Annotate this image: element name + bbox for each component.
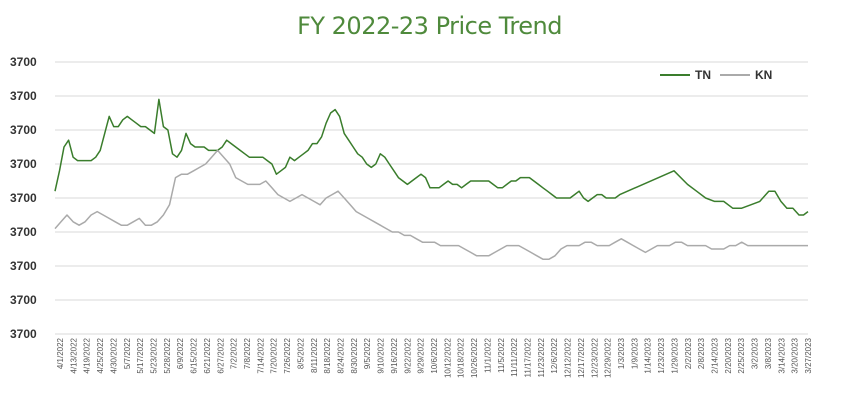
x-tick-label: 5/7/2022 bbox=[123, 337, 132, 369]
x-tick-label: 1/23/2023 bbox=[657, 337, 666, 373]
x-tick-label: 9/5/2022 bbox=[363, 337, 372, 369]
x-tick-label: 8/18/2022 bbox=[323, 337, 332, 373]
y-tick-label: 3700 bbox=[10, 89, 37, 103]
y-tick-label: 3700 bbox=[10, 293, 37, 307]
x-tick-label: 12/17/2022 bbox=[577, 337, 586, 378]
x-tick-label: 10/26/2022 bbox=[470, 337, 479, 378]
x-tick-label: 11/5/2022 bbox=[497, 337, 506, 373]
x-tick-label: 7/2/2022 bbox=[230, 337, 239, 369]
x-tick-label: 7/14/2022 bbox=[256, 337, 265, 373]
x-tick-label: 5/17/2022 bbox=[136, 337, 145, 373]
y-axis-ticks: 3700 3700 3700 3700 3700 3700 3700 3700 3700 bbox=[10, 55, 37, 341]
x-tick-label: 8/30/2022 bbox=[350, 337, 359, 373]
x-tick-label: 3/8/2023 bbox=[764, 337, 773, 369]
y-tick-label: 3700 bbox=[10, 225, 37, 239]
x-tick-label: 8/11/2022 bbox=[310, 337, 319, 373]
x-tick-label: 11/17/2022 bbox=[524, 337, 533, 377]
x-tick-label: 11/11/2022 bbox=[510, 337, 519, 376]
x-tick-label: 4/25/2022 bbox=[96, 337, 105, 373]
x-tick-label: 4/30/2022 bbox=[109, 337, 118, 373]
x-tick-label: 6/21/2022 bbox=[203, 337, 212, 373]
x-tick-label: 2/25/2023 bbox=[737, 337, 746, 373]
x-axis-ticks: 4/1/2022 4/13/2022 4/19/2022 4/25/2022 4/30/… bbox=[56, 337, 813, 378]
x-tick-label: 7/8/2022 bbox=[243, 337, 252, 369]
legend: TN KN bbox=[660, 68, 772, 82]
x-tick-label: 10/12/2022 bbox=[443, 337, 452, 378]
x-tick-label: 11/23/2022 bbox=[537, 337, 546, 377]
x-tick-label: 4/13/2022 bbox=[69, 337, 78, 373]
x-tick-label: 10/6/2022 bbox=[430, 337, 439, 373]
x-tick-label: 12/23/2022 bbox=[590, 337, 599, 378]
x-tick-label: 1/9/2023 bbox=[630, 337, 639, 369]
legend-label-kn: KN bbox=[755, 68, 772, 82]
x-tick-label: 11/1/2022 bbox=[483, 337, 492, 373]
x-tick-label: 8/24/2022 bbox=[337, 337, 346, 373]
x-tick-label: 3/20/2023 bbox=[791, 337, 800, 373]
x-tick-label: 10/18/2022 bbox=[457, 337, 466, 378]
x-tick-label: 12/29/2022 bbox=[604, 337, 613, 378]
x-tick-label: 2/2/2023 bbox=[684, 337, 693, 369]
gridlines bbox=[55, 61, 808, 335]
x-tick-label: 1/29/2023 bbox=[670, 337, 679, 373]
x-tick-label: 2/8/2023 bbox=[697, 337, 706, 369]
x-tick-label: 4/1/2022 bbox=[56, 337, 65, 369]
x-tick-label: 3/2/2023 bbox=[751, 337, 760, 369]
y-tick-label: 3700 bbox=[10, 191, 37, 205]
series-line-kn bbox=[54, 149, 808, 260]
x-tick-label: 6/15/2022 bbox=[190, 337, 199, 373]
x-tick-label: 12/12/2022 bbox=[564, 337, 573, 378]
series-line-tn bbox=[54, 98, 809, 216]
x-tick-label: 7/26/2022 bbox=[283, 337, 292, 373]
x-tick-label: 1/14/2023 bbox=[644, 337, 653, 373]
x-tick-label: 2/20/2023 bbox=[724, 337, 733, 373]
y-tick-label: 3700 bbox=[10, 259, 37, 273]
y-tick-label: 3700 bbox=[10, 157, 37, 171]
x-tick-label: 6/27/2022 bbox=[216, 337, 225, 373]
x-tick-label: 2/14/2023 bbox=[711, 337, 720, 373]
x-tick-label: 6/9/2022 bbox=[176, 337, 185, 369]
series-lines bbox=[54, 98, 809, 260]
y-tick-label: 3700 bbox=[10, 55, 37, 69]
x-tick-label: 3/14/2023 bbox=[777, 337, 786, 373]
chart-title: FY 2022-23 Price Trend bbox=[297, 12, 562, 40]
x-tick-label: 4/19/2022 bbox=[83, 337, 92, 373]
x-tick-label: 5/28/2022 bbox=[163, 337, 172, 373]
x-tick-label: 9/29/2022 bbox=[417, 337, 426, 373]
y-tick-label: 3700 bbox=[10, 327, 37, 341]
x-tick-label: 8/5/2022 bbox=[296, 337, 305, 369]
x-tick-label: 9/16/2022 bbox=[390, 337, 399, 373]
x-tick-label: 3/27/2023 bbox=[804, 337, 813, 373]
legend-label-tn: TN bbox=[695, 68, 711, 82]
x-tick-label: 12/6/2022 bbox=[550, 337, 559, 373]
x-tick-label: 5/23/2022 bbox=[150, 337, 159, 373]
x-tick-label: 9/10/2022 bbox=[377, 337, 386, 373]
x-tick-label: 9/22/2022 bbox=[403, 337, 412, 373]
y-tick-label: 3700 bbox=[10, 123, 37, 137]
x-tick-label: 1/3/2023 bbox=[617, 337, 626, 369]
x-tick-label: 7/20/2022 bbox=[270, 337, 279, 373]
